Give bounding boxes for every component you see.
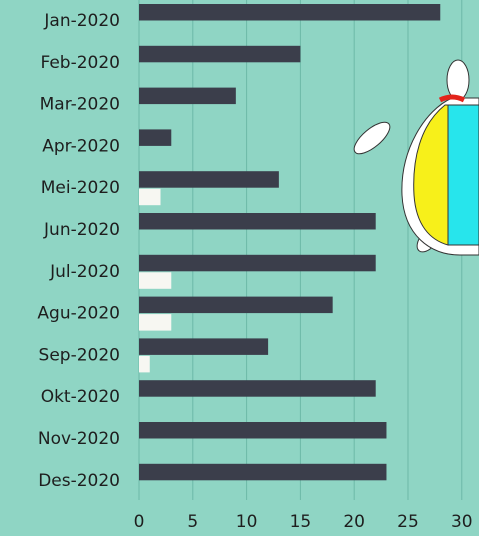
y-tick-label: Agu-2020: [37, 304, 120, 324]
bar: [139, 255, 376, 271]
bar: [139, 189, 161, 206]
y-tick-label: Sep-2020: [39, 345, 120, 365]
y-tick-label: Apr-2020: [42, 136, 120, 156]
x-tick-label: 10: [236, 512, 258, 532]
bar: [139, 297, 333, 314]
y-tick-label: Okt-2020: [41, 387, 120, 407]
bar: [139, 422, 386, 439]
chart: 0 5 10 15 20 25 30 Jan-2020 Feb-2020 Mar-2020 Apr-…: [0, 0, 479, 536]
x-tick-label: 5: [187, 512, 198, 532]
y-tick-label: Des-2020: [38, 471, 120, 491]
bar: [139, 314, 171, 331]
y-tick-label: Mei-2020: [41, 178, 120, 198]
bar: [139, 338, 268, 355]
x-tick-label: 15: [290, 512, 312, 532]
bar: [139, 380, 376, 397]
y-tick-label: Jan-2020: [43, 11, 120, 31]
bar: [139, 46, 300, 63]
y-tick-label: Nov-2020: [38, 429, 120, 449]
bar: [139, 213, 376, 230]
bar: [139, 272, 171, 289]
x-tick-label: 30: [451, 512, 473, 532]
bar: [139, 356, 150, 373]
y-tick-label: Mar-2020: [40, 95, 120, 115]
bar: [139, 88, 236, 105]
bar: [139, 171, 279, 188]
y-tick-label: Jul-2020: [49, 262, 120, 282]
bar: [139, 4, 440, 21]
bar: [139, 129, 171, 146]
y-tick-label: Feb-2020: [41, 53, 121, 73]
x-tick-label: 25: [397, 512, 419, 532]
x-tick-label: 20: [343, 512, 365, 532]
bar: [139, 464, 386, 481]
y-tick-label: Jun-2020: [43, 220, 120, 240]
x-tick-label: 0: [134, 512, 145, 532]
